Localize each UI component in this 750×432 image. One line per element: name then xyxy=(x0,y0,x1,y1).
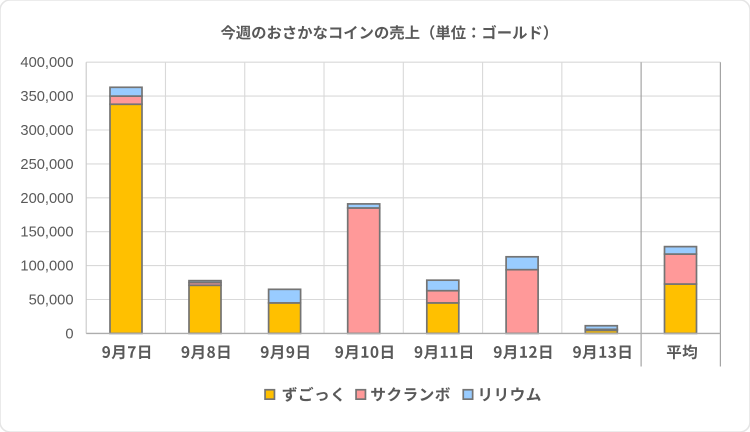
svg-text:250,000: 250,000 xyxy=(20,157,73,173)
svg-text:200,000: 200,000 xyxy=(20,191,73,207)
svg-text:150,000: 150,000 xyxy=(20,225,73,241)
svg-text:400,000: 400,000 xyxy=(20,55,73,71)
svg-text:100,000: 100,000 xyxy=(20,259,73,275)
svg-text:350,000: 350,000 xyxy=(20,89,73,105)
svg-text:300,000: 300,000 xyxy=(20,123,73,139)
svg-text:50,000: 50,000 xyxy=(29,293,74,309)
svg-text:0: 0 xyxy=(65,326,73,342)
